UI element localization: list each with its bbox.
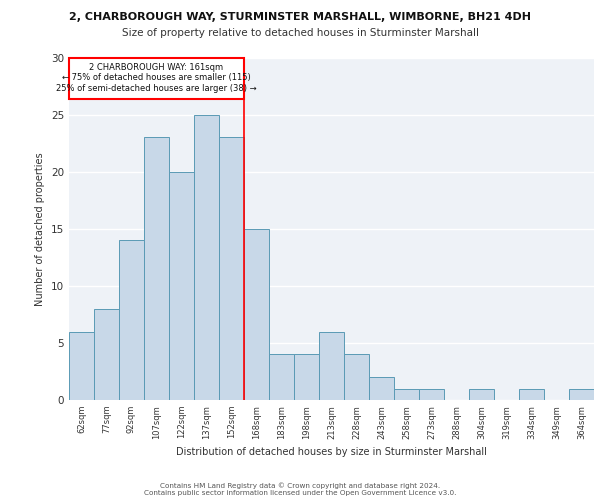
Bar: [94, 308, 119, 400]
Bar: [569, 388, 594, 400]
Text: Contains HM Land Registry data © Crown copyright and database right 2024.: Contains HM Land Registry data © Crown c…: [160, 482, 440, 489]
Bar: [169, 172, 194, 400]
Text: 2, CHARBOROUGH WAY, STURMINSTER MARSHALL, WIMBORNE, BH21 4DH: 2, CHARBOROUGH WAY, STURMINSTER MARSHALL…: [69, 12, 531, 22]
Text: 25% of semi-detached houses are larger (38) →: 25% of semi-detached houses are larger (…: [56, 84, 257, 93]
Bar: [69, 332, 94, 400]
Bar: [319, 332, 344, 400]
X-axis label: Distribution of detached houses by size in Sturminster Marshall: Distribution of detached houses by size …: [176, 447, 487, 457]
Bar: [194, 114, 219, 400]
Text: 2 CHARBOROUGH WAY: 161sqm: 2 CHARBOROUGH WAY: 161sqm: [89, 62, 224, 72]
Bar: [344, 354, 369, 400]
Bar: [369, 377, 394, 400]
Bar: [219, 138, 244, 400]
Bar: [419, 388, 444, 400]
Y-axis label: Number of detached properties: Number of detached properties: [35, 152, 46, 306]
Bar: [144, 138, 169, 400]
Bar: [469, 388, 494, 400]
Bar: [119, 240, 144, 400]
Bar: [294, 354, 319, 400]
Bar: [519, 388, 544, 400]
Bar: [269, 354, 294, 400]
Text: Size of property relative to detached houses in Sturminster Marshall: Size of property relative to detached ho…: [121, 28, 479, 38]
Text: ← 75% of detached houses are smaller (115): ← 75% of detached houses are smaller (11…: [62, 73, 251, 82]
Bar: [69, 58, 244, 98]
Bar: [394, 388, 419, 400]
Bar: [244, 229, 269, 400]
Text: Contains public sector information licensed under the Open Government Licence v3: Contains public sector information licen…: [144, 490, 456, 496]
